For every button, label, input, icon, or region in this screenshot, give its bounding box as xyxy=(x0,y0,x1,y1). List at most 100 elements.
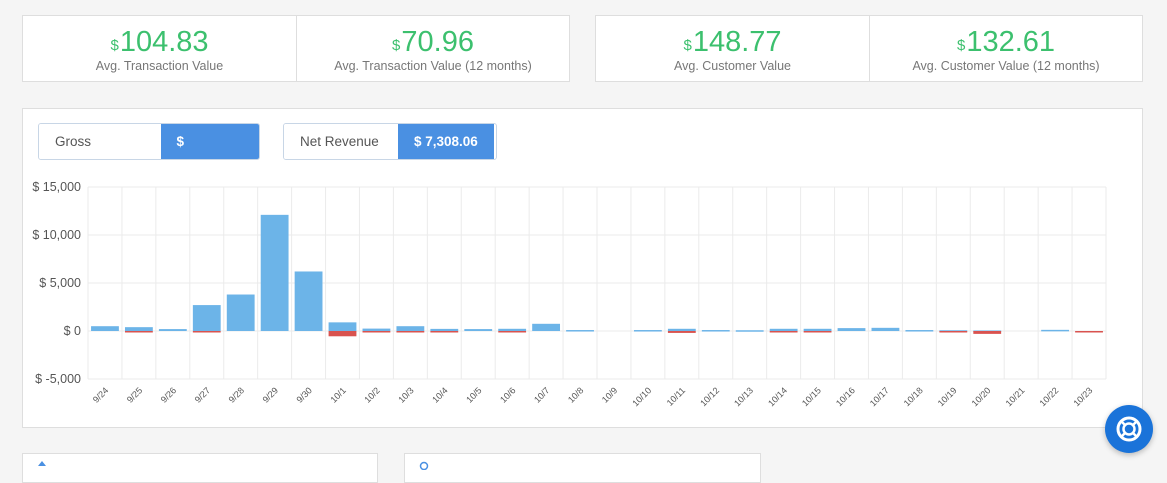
bar-negative xyxy=(1075,331,1103,333)
x-tick-label: 9/28 xyxy=(227,385,246,404)
x-tick-label: 10/18 xyxy=(902,385,925,408)
gross-revenue-value: $ 29,457.00 xyxy=(160,124,259,159)
x-tick-label: 10/11 xyxy=(665,385,688,408)
revenue-chart-panel: Gross Revenue $ 29,457.00 Net Revenue $ … xyxy=(22,108,1143,428)
bar-positive xyxy=(294,271,323,331)
x-tick-label: 10/15 xyxy=(800,385,823,408)
x-tick-label: 10/12 xyxy=(698,385,721,408)
stat-label: Avg. Customer Value xyxy=(674,59,791,73)
stat-label: Avg. Transaction Value (12 months) xyxy=(334,59,532,73)
x-tick-label: 10/22 xyxy=(1038,385,1061,408)
stat-number: 104.83 xyxy=(119,26,209,58)
bar-negative xyxy=(430,331,459,333)
x-tick-label: 10/10 xyxy=(630,385,653,408)
x-tick-label: 10/13 xyxy=(732,385,755,408)
x-tick-label: 10/21 xyxy=(1004,385,1027,408)
x-tick-label: 10/8 xyxy=(566,385,585,404)
bar-positive xyxy=(328,322,357,331)
x-tick-label: 9/27 xyxy=(193,385,212,404)
bar-positive xyxy=(532,323,561,331)
x-tick-label: 10/16 xyxy=(834,385,857,408)
bar-negative xyxy=(803,331,832,333)
revenue-bar-chart: $ -5,000 $ 0 $ 5,000 $ 10,000 $ 15,000 9/24 9/… xyxy=(32,180,1107,408)
bar-positive xyxy=(498,328,527,331)
y-tick-label: $ 15,000 xyxy=(32,180,81,194)
stat-value: $148.77 xyxy=(596,25,869,59)
x-tick-label: 10/3 xyxy=(396,385,415,404)
bar-positive xyxy=(226,294,255,331)
x-tick-label: 10/17 xyxy=(868,385,891,408)
bar-positive xyxy=(91,326,119,331)
bar-positive xyxy=(803,328,832,331)
bar-positive xyxy=(701,330,730,332)
bar-positive xyxy=(871,327,900,331)
stat-number: 148.77 xyxy=(692,26,782,58)
net-revenue-toggle[interactable]: Net Revenue $ 7,308.06 xyxy=(283,123,497,160)
stat-value: $104.83 xyxy=(23,25,296,59)
bar-negative xyxy=(769,331,798,333)
bar-negative xyxy=(667,331,696,333)
help-lifebuoy-button[interactable] xyxy=(1105,405,1153,453)
stat-label: Avg. Transaction Value xyxy=(95,59,224,73)
x-tick-label: 9/30 xyxy=(295,385,314,404)
lifebuoy-icon xyxy=(1116,416,1142,442)
bar-positive xyxy=(430,328,459,331)
x-tick-label: 10/4 xyxy=(430,385,449,404)
currency-symbol: $ xyxy=(392,37,401,54)
bar-positive xyxy=(192,305,221,331)
stat-card-avg-customer-12m: $132.61 Avg. Customer Value (12 months) xyxy=(869,15,1143,82)
refresh-icon xyxy=(419,461,429,470)
x-tick-label: 10/1 xyxy=(328,385,347,404)
y-tick-label: $ 0 xyxy=(64,324,81,338)
x-tick-label: 10/9 xyxy=(600,385,619,404)
bar-negative xyxy=(124,331,153,333)
stat-value: $70.96 xyxy=(297,25,569,59)
bar-positive xyxy=(1041,329,1070,332)
bar-positive xyxy=(667,328,696,331)
currency-symbol: $ xyxy=(110,37,119,54)
bar-positive xyxy=(396,326,425,331)
gross-revenue-label: Gross Revenue xyxy=(39,124,161,159)
x-tick-label: 10/23 xyxy=(1071,385,1094,408)
y-tick-label: $ 10,000 xyxy=(32,228,81,242)
bar-negative xyxy=(939,331,968,333)
x-tick-label: 9/24 xyxy=(91,385,110,404)
stat-card-avg-transaction: $104.83 Avg. Transaction Value xyxy=(22,15,297,82)
x-tick-label: 10/5 xyxy=(464,385,483,404)
bar-positive xyxy=(837,328,866,331)
stat-card-avg-transaction-12m: $70.96 Avg. Transaction Value (12 months… xyxy=(296,15,570,82)
x-tick-label: 10/6 xyxy=(498,385,517,404)
bar-positive xyxy=(464,329,493,331)
bar-negative xyxy=(192,331,221,333)
x-tick-label: 10/7 xyxy=(532,385,551,404)
x-tick-label: 9/26 xyxy=(159,385,178,404)
x-tick-label: 9/29 xyxy=(261,385,280,404)
bar-negative xyxy=(973,331,1002,334)
bar-positive xyxy=(260,214,289,331)
x-tick-label: 10/2 xyxy=(362,385,381,404)
y-tick-label: $ -5,000 xyxy=(35,372,81,386)
stat-card-avg-customer: $148.77 Avg. Customer Value xyxy=(595,15,870,82)
bar-positive xyxy=(939,330,968,332)
bar-positive xyxy=(362,328,391,331)
x-tick-label: 10/19 xyxy=(936,385,959,408)
arrow-up-icon xyxy=(38,461,46,466)
x-tick-label: 9/25 xyxy=(125,385,144,404)
bar-negative xyxy=(396,331,425,333)
bar-negative xyxy=(328,331,357,337)
x-tick-label: 10/14 xyxy=(766,385,789,408)
stat-value: $132.61 xyxy=(870,25,1142,59)
bar-positive xyxy=(124,327,153,331)
bar-positive xyxy=(633,330,662,332)
bar-positive xyxy=(158,329,187,331)
bar-negative xyxy=(362,331,391,333)
x-tick-label: 10/20 xyxy=(970,385,993,408)
bar-positive xyxy=(905,330,934,332)
bar-negative xyxy=(498,331,527,333)
gross-revenue-toggle[interactable]: Gross Revenue $ 29,457.00 xyxy=(38,123,260,160)
net-revenue-label: Net Revenue xyxy=(284,124,398,159)
bar-positive xyxy=(566,330,594,332)
stat-number: 132.61 xyxy=(966,26,1056,58)
bottom-card-right xyxy=(404,453,761,483)
currency-symbol: $ xyxy=(683,37,692,54)
